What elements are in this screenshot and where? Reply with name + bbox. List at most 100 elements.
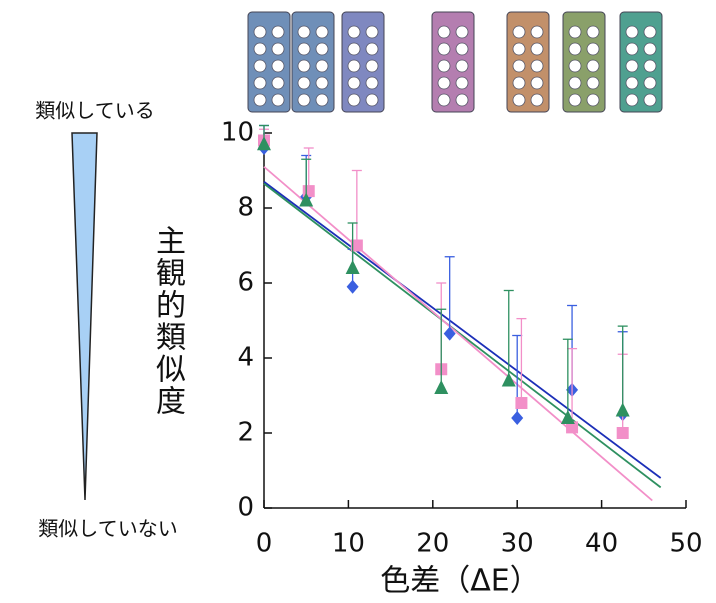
blister-hole: [455, 25, 469, 39]
data-point: [443, 326, 456, 341]
blister-hole: [253, 93, 267, 107]
blister-hole: [568, 76, 582, 90]
data-point: [257, 136, 271, 151]
blister-pack: [291, 11, 335, 113]
blister-hole: [568, 42, 582, 56]
blister-hole: [586, 42, 600, 56]
y-tick-label: 2: [237, 418, 254, 448]
blister-hole: [586, 59, 600, 73]
data-point: [346, 279, 359, 294]
blister-hole: [586, 25, 600, 39]
data-point: [616, 427, 629, 439]
blister-hole: [271, 59, 285, 73]
blister-hole: [530, 42, 544, 56]
blister-hole: [347, 93, 361, 107]
blister-hole: [315, 59, 329, 73]
y-tick-label: 0: [237, 493, 254, 523]
annotation-top: 類似している: [35, 99, 154, 123]
data-point: [566, 421, 579, 434]
blister-hole: [315, 93, 329, 107]
data-point: [501, 372, 516, 387]
blister-pack: [506, 11, 550, 113]
blister-hole: [347, 76, 361, 90]
y-tick-label: 8: [237, 193, 254, 223]
data-point: [560, 410, 575, 424]
data-point: [345, 260, 360, 274]
blister-hole: [253, 59, 267, 73]
data-point: [615, 402, 630, 417]
blister-hole: [643, 76, 657, 90]
data-point: [302, 185, 315, 198]
blister-hole: [455, 93, 469, 107]
data-point: [299, 192, 314, 207]
blister-hole: [347, 59, 361, 73]
blister-hole: [455, 59, 469, 73]
blister-pack: [562, 11, 606, 113]
blister-hole: [271, 42, 285, 56]
blister-hole: [365, 59, 379, 73]
blister-hole: [512, 42, 526, 56]
x-tick-label: 40: [585, 529, 618, 559]
blister-hole: [297, 42, 311, 56]
blister-pack: [619, 11, 663, 113]
blister-hole: [586, 76, 600, 90]
blister-hole: [253, 76, 267, 90]
blister-hole: [455, 42, 469, 56]
blister-hole: [530, 25, 544, 39]
blister-hole: [437, 93, 451, 107]
blister-hole: [297, 25, 311, 39]
x-axis-label: 色差（ΔE）: [380, 564, 539, 599]
blister-hole: [437, 76, 451, 90]
blister-hole: [512, 76, 526, 90]
blister-hole: [437, 25, 451, 39]
blister-hole: [625, 42, 639, 56]
blister-hole: [297, 59, 311, 73]
blister-hole: [625, 76, 639, 90]
blister-hole: [625, 25, 639, 39]
x-tick-label: 10: [332, 529, 365, 559]
blister-hole: [437, 42, 451, 56]
blister-pack: [247, 11, 291, 113]
blister-hole: [271, 93, 285, 107]
blister-hole: [643, 93, 657, 107]
blister-hole: [347, 25, 361, 39]
blister-hole: [315, 25, 329, 39]
data-point: [434, 380, 449, 394]
blister-hole: [365, 93, 379, 107]
blister-hole: [530, 93, 544, 107]
blister-hole: [297, 93, 311, 107]
y-tick-label: 10: [221, 118, 254, 148]
x-tick-label: 0: [256, 529, 273, 559]
data-point: [511, 411, 524, 425]
blister-hole: [568, 59, 582, 73]
annotation-bottom: 類似していない: [38, 517, 177, 541]
blister-hole: [253, 25, 267, 39]
blister-hole: [512, 59, 526, 73]
blister-hole: [437, 59, 451, 73]
blister-pack: [431, 11, 475, 113]
blister-hole: [568, 93, 582, 107]
trend-line: [263, 181, 662, 479]
y-tick-label: 6: [237, 268, 254, 298]
blister-hole: [530, 59, 544, 73]
data-point: [350, 239, 363, 252]
blister-hole: [365, 25, 379, 39]
blister-hole: [625, 59, 639, 73]
blister-hole: [643, 42, 657, 56]
blister-hole: [512, 25, 526, 39]
blister-hole: [530, 76, 544, 90]
data-point: [515, 397, 528, 409]
blister-hole: [455, 76, 469, 90]
y-tick-label: 4: [237, 343, 254, 373]
blister-hole: [586, 93, 600, 107]
blister-hole: [512, 93, 526, 107]
similarity-wedge: [71, 132, 98, 501]
blister-hole: [643, 59, 657, 73]
blister-hole: [347, 42, 361, 56]
blister-hole: [271, 25, 285, 39]
trend-line: [263, 182, 662, 489]
blister-hole: [643, 25, 657, 39]
blister-pack: [341, 11, 385, 113]
